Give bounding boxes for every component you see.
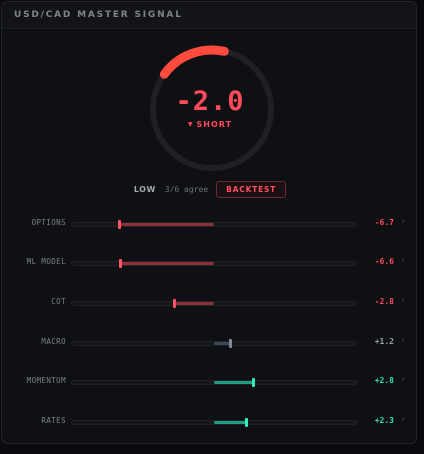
factor-bar-marker: [251, 378, 255, 387]
direction-down-icon: ▼: [187, 121, 194, 128]
chevron-right-icon[interactable]: ›: [401, 255, 405, 266]
factor-bar-fill: [174, 302, 214, 305]
gauge-dial: [150, 45, 274, 171]
factor-value: +1.2: [374, 337, 394, 346]
chevron-right-icon[interactable]: ›: [401, 295, 405, 306]
chevron-right-icon[interactable]: ›: [401, 414, 405, 425]
factor-label: OPTIONS: [31, 218, 66, 227]
factor-value: -6.7: [374, 218, 394, 227]
chevron-right-icon[interactable]: ›: [401, 374, 405, 385]
factor-label: COT: [51, 297, 66, 306]
factor-bar-marker: [229, 339, 233, 348]
factor-bar-fill: [214, 381, 254, 384]
factor-row-options[interactable]: OPTIONS -6.7 ›: [2, 214, 416, 234]
factor-bar-track: [71, 220, 357, 229]
direction-label: SHORT: [196, 120, 233, 129]
confidence-level: LOW: [133, 185, 156, 194]
factor-bar-marker: [117, 220, 121, 229]
factor-bar-track: [71, 299, 357, 308]
signal-direction: ▼ SHORT: [2, 120, 416, 129]
factor-value: -6.6: [374, 257, 394, 266]
signal-gauge: -2.0 ▼ SHORT: [2, 28, 416, 178]
factor-label: MOMENTUM: [26, 376, 66, 385]
factor-bar-fill: [120, 262, 214, 265]
signal-score: -2.0: [175, 86, 245, 117]
factor-label: ML MODEL: [26, 257, 66, 266]
factor-row-cot[interactable]: COT -2.8 ›: [2, 293, 416, 313]
panel-header: USD/CAD MASTER SIGNAL: [2, 2, 416, 29]
signal-meta: LOW 3/6 agree BACKTEST: [2, 181, 416, 198]
factor-row-ml-model[interactable]: ML MODEL -6.6 ›: [2, 253, 416, 273]
factor-bar-track: [71, 339, 357, 348]
factor-bar-track: [71, 259, 357, 268]
factor-bar-track: [71, 378, 357, 387]
factor-row-momentum[interactable]: MOMENTUM +2.8 ›: [2, 372, 416, 392]
factor-bar-marker: [244, 418, 248, 427]
factor-label: MACRO: [41, 337, 66, 346]
factor-value: +2.8: [374, 376, 394, 385]
factor-row-macro[interactable]: MACRO +1.2 ›: [2, 333, 416, 353]
factor-value: -2.8: [374, 297, 394, 306]
factor-bar-marker: [119, 259, 123, 268]
agreement-count: 3/6 agree: [164, 185, 209, 194]
factor-value: +2.3: [374, 416, 394, 425]
factor-bar-fill: [214, 421, 247, 424]
factor-bar-fill: [214, 342, 232, 345]
factor-bar-fill: [118, 223, 214, 226]
chevron-right-icon[interactable]: ›: [401, 335, 405, 346]
backtest-button[interactable]: BACKTEST: [216, 181, 287, 198]
panel-title: USD/CAD MASTER SIGNAL: [14, 10, 183, 20]
chevron-right-icon[interactable]: ›: [401, 216, 405, 227]
gauge-arc: [159, 45, 229, 79]
factor-bar-marker: [173, 299, 177, 308]
factor-bar-track: [71, 418, 357, 427]
factor-row-rates[interactable]: RATES +2.3 ›: [2, 412, 416, 432]
master-signal-panel: USD/CAD MASTER SIGNAL -2.0 ▼ SHORT LOW 3/…: [1, 1, 417, 444]
factor-label: RATES: [41, 416, 66, 425]
